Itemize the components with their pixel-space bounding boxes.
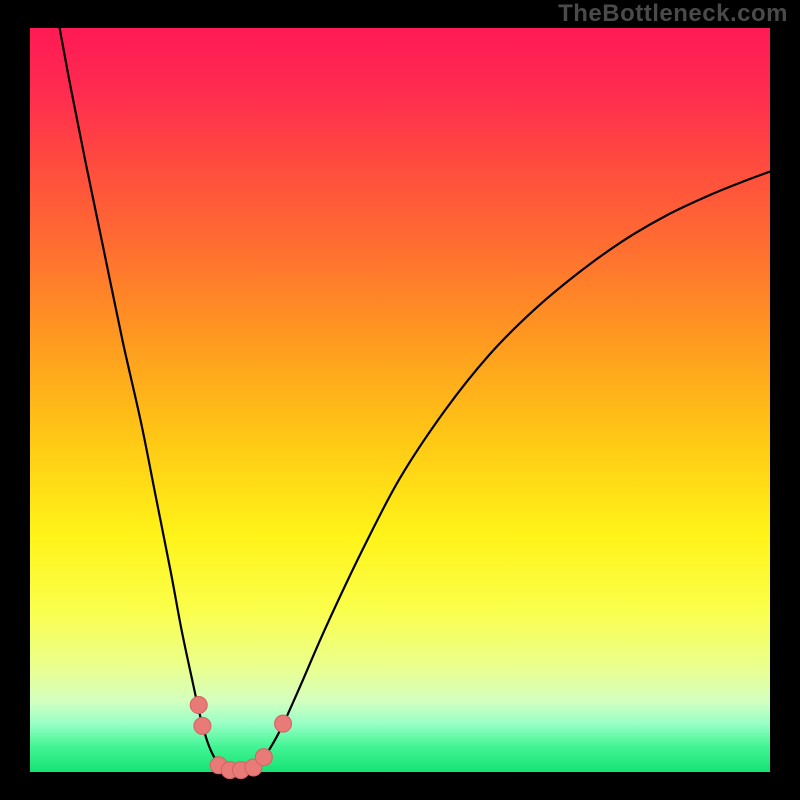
data-marker: [275, 715, 292, 732]
data-marker: [255, 749, 272, 766]
data-marker: [190, 697, 207, 714]
bottleneck-curve-chart: [0, 0, 800, 800]
data-marker: [194, 717, 211, 734]
chart-container: { "watermark": { "text": "TheBottleneck.…: [0, 0, 800, 800]
plot-background: [30, 28, 770, 772]
